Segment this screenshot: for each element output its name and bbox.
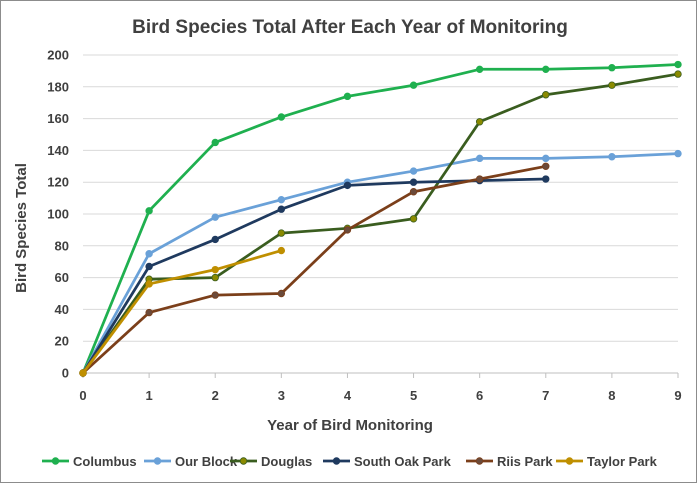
y-tick-label: 140 (47, 143, 69, 158)
y-tick-label: 80 (55, 238, 69, 253)
x-tick-label: 9 (674, 388, 681, 403)
data-point (409, 188, 418, 196)
series-douglas (79, 70, 682, 377)
data-point (542, 91, 550, 99)
series-lines (79, 60, 682, 377)
data-point (145, 280, 153, 288)
y-tick-label: 120 (47, 175, 69, 190)
legend-swatch-marker (475, 457, 484, 465)
x-tick-label: 6 (476, 388, 483, 403)
data-point (277, 113, 286, 121)
y-tick-label: 100 (47, 207, 69, 222)
data-point (608, 153, 616, 161)
legend-label: Taylor Park (587, 454, 658, 469)
data-point (409, 215, 418, 223)
legend-label: Douglas (261, 454, 312, 469)
y-tick-label: 60 (55, 270, 69, 285)
series-line (81, 72, 680, 375)
data-point (475, 65, 484, 74)
legend-swatch-marker (239, 457, 248, 465)
y-tick-label: 180 (47, 79, 69, 94)
data-point (542, 154, 550, 163)
legend-swatch-marker (565, 457, 574, 465)
axes (82, 372, 679, 378)
legend-item: Columbus (42, 454, 137, 469)
data-point (211, 273, 219, 282)
legend-label: Riis Park (497, 454, 553, 469)
series-line (81, 249, 283, 375)
x-tick-label: 4 (344, 388, 352, 403)
data-point (409, 167, 418, 175)
data-point (475, 118, 484, 126)
data-point (277, 205, 286, 213)
legend-swatch-marker (51, 457, 60, 465)
y-tick-label: 200 (47, 48, 69, 63)
data-point (211, 291, 219, 299)
y-tick-label: 0 (62, 366, 69, 381)
series-line (81, 152, 680, 375)
data-point (145, 207, 153, 215)
data-point (608, 81, 616, 89)
data-point (277, 229, 286, 237)
data-point (277, 195, 286, 204)
x-tick-label: 8 (608, 388, 615, 403)
legend-label: Columbus (73, 454, 137, 469)
series-line (81, 164, 548, 375)
legend-item: Douglas (230, 454, 312, 469)
x-tick-label: 1 (145, 388, 152, 403)
legend-label: Our Block (175, 454, 238, 469)
y-tick-label: 160 (47, 111, 69, 126)
y-tick-label: 20 (55, 334, 69, 349)
x-tick-label: 2 (212, 388, 219, 403)
x-tick-label: 7 (542, 388, 549, 403)
data-point (542, 65, 550, 74)
data-point (211, 213, 219, 221)
data-point (343, 181, 352, 190)
series-line (81, 63, 680, 375)
x-tick-label: 0 (79, 388, 86, 403)
legend-item: South Oak Park (323, 454, 452, 469)
legend-item: Riis Park (466, 454, 553, 469)
data-point (409, 178, 418, 186)
data-point (409, 81, 418, 89)
tick-labels: 0 20 40 60 80 100 120 140 160 180 200 0 1 2 3 4 5 6 7 8 9 (47, 48, 681, 404)
data-point (542, 175, 550, 183)
data-point (145, 250, 153, 258)
legend-label: South Oak Park (354, 454, 452, 469)
data-point (343, 92, 352, 101)
data-point (674, 60, 682, 69)
data-point (343, 226, 352, 234)
data-point (211, 235, 219, 244)
data-point (542, 162, 550, 170)
data-point (211, 265, 219, 274)
data-point (145, 262, 153, 271)
series-columbus (79, 60, 682, 377)
data-point (145, 308, 153, 317)
data-point (475, 175, 484, 183)
series-taylor-park (79, 246, 286, 377)
data-point (475, 154, 484, 163)
data-point (211, 138, 219, 147)
data-point (608, 64, 616, 72)
data-point (674, 149, 682, 158)
gridlines (83, 54, 678, 342)
legend-swatch-marker (153, 457, 162, 465)
y-tick-label: 40 (55, 302, 69, 317)
data-point (277, 246, 286, 255)
series-riis-park (79, 162, 550, 377)
x-axis-title: Year of Bird Monitoring (267, 417, 433, 434)
legend-swatch-marker (332, 457, 341, 465)
data-point (79, 369, 87, 377)
x-tick-label: 3 (278, 388, 285, 403)
chart-title: Bird Species Total After Each Year of Mo… (132, 17, 568, 38)
legend-item: Our Block (144, 454, 238, 469)
legend-item: Taylor Park (556, 454, 658, 469)
data-point (674, 70, 682, 78)
data-point (277, 289, 286, 298)
legend: Columbus Our Block Douglas South Oak Park Ri… (42, 454, 658, 469)
x-tick-label: 5 (410, 388, 417, 403)
y-axis-title: Bird Species Total (13, 163, 30, 293)
